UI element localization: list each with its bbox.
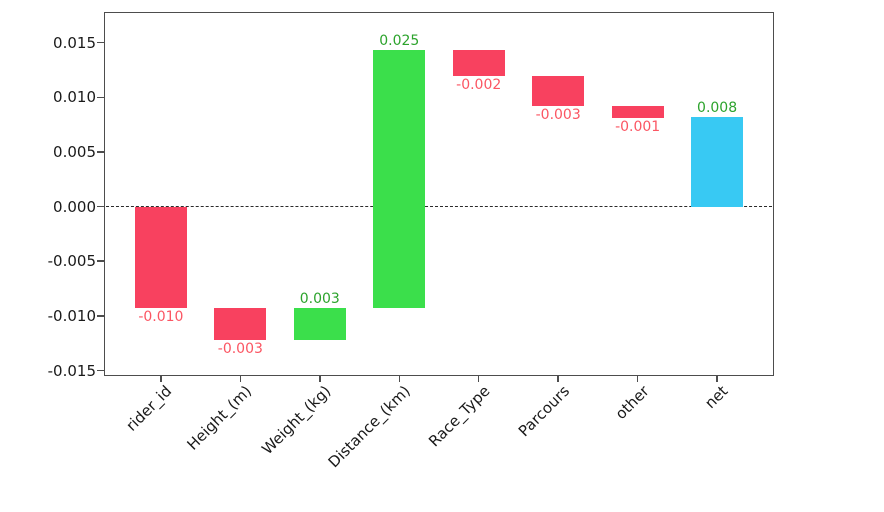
bar-parcours — [532, 76, 585, 106]
y-axis-tick-mark — [97, 260, 104, 262]
bar-weight-kg — [293, 308, 346, 340]
x-axis-tick-label-rider-id: rider_id — [122, 382, 176, 435]
y-axis-tick-label: 0.000 — [53, 197, 96, 216]
y-axis-tick-mark — [97, 315, 104, 317]
value-label-weight-kg: 0.003 — [299, 291, 340, 308]
x-axis-tick-mark — [477, 375, 480, 382]
x-axis-tick-mark — [398, 375, 401, 382]
bar-rider-id — [134, 206, 187, 309]
value-label-other: -0.001 — [615, 119, 661, 136]
x-axis-tick-label-height-m: Height_(m) — [183, 382, 256, 454]
y-axis-tick-label: 0.010 — [53, 88, 96, 107]
x-axis-tick-label-other: other — [611, 382, 653, 423]
plot-area — [104, 12, 774, 376]
y-axis-tick-label: -0.005 — [47, 252, 96, 271]
y-axis-tick-mark — [97, 205, 104, 208]
zero-reference-line — [106, 205, 772, 207]
y-axis-tick-label: -0.015 — [47, 361, 96, 380]
bar-net — [691, 116, 744, 207]
value-label-race-type: -0.002 — [456, 77, 502, 94]
x-axis-tick-label-distance-km: Distance_(km) — [324, 382, 415, 472]
y-axis-tick-mark — [97, 96, 104, 98]
x-axis-tick-label-weight-kg: Weight_(kg) — [258, 382, 335, 459]
x-axis-tick-label-race-type: Race_Type — [425, 382, 494, 451]
x-axis-tick-label-parcours: Parcours — [514, 382, 573, 441]
y-axis-tick-label: 0.015 — [53, 33, 96, 52]
bar-height-m — [214, 308, 267, 340]
value-label-height-m: -0.003 — [217, 340, 263, 357]
x-axis-tick-label-net: net — [701, 382, 732, 413]
bar-other — [611, 106, 664, 119]
value-label-parcours: -0.003 — [535, 107, 581, 123]
x-axis-tick-mark — [557, 375, 559, 382]
value-label-distance-km: 0.025 — [379, 33, 420, 50]
x-axis-tick-mark — [160, 375, 162, 382]
y-axis-tick-label: 0.005 — [53, 142, 96, 161]
y-axis-tick-mark — [97, 41, 104, 44]
bar-distance-km — [373, 50, 426, 309]
x-axis-tick-mark — [716, 375, 718, 382]
y-axis-tick-label: -0.010 — [47, 306, 96, 325]
x-axis-tick-mark — [636, 375, 639, 382]
value-label-net: 0.008 — [697, 99, 738, 116]
value-label-rider-id: -0.010 — [138, 309, 184, 326]
x-axis-tick-mark — [319, 375, 321, 382]
y-axis-tick-mark — [97, 151, 104, 153]
bar-race-type — [452, 50, 505, 77]
x-axis-tick-mark — [239, 375, 242, 382]
y-axis-tick-mark — [97, 369, 104, 372]
